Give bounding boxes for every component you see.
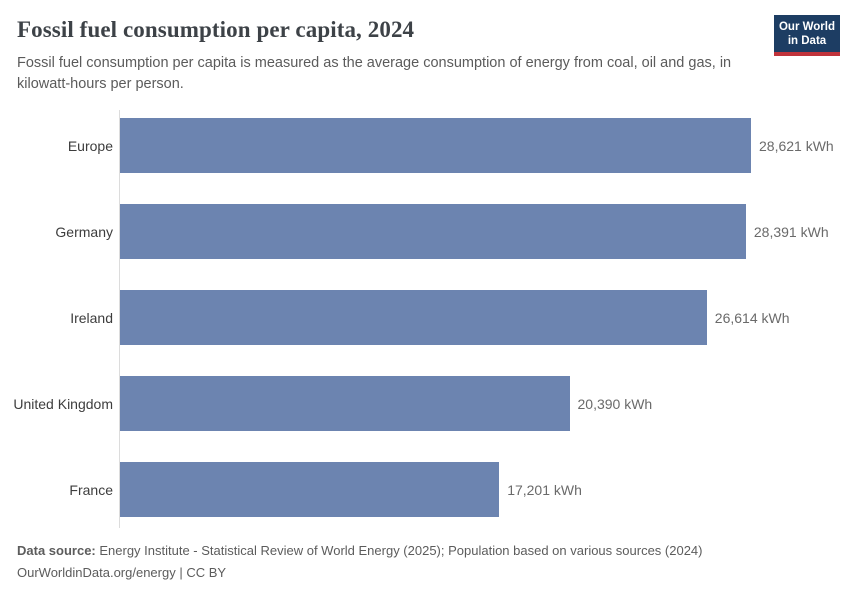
y-axis-line: [119, 109, 120, 528]
value-label-united-kingdom: 20,390 kWh: [577, 395, 653, 412]
chart-row-united-kingdom: United Kingdom 20,390 kWh: [0, 361, 850, 447]
bar-area-europe: 28,621 kWh: [120, 103, 850, 189]
owid-logo-text-line2: in Data: [787, 35, 827, 47]
bar-area-ireland: 26,614 kWh: [120, 275, 850, 361]
category-label-france: France: [69, 481, 113, 498]
value-label-france: 17,201 kWh: [507, 481, 582, 498]
bar-area-germany: 28,391 kWh: [120, 189, 850, 275]
bar-ireland: [120, 290, 707, 346]
bar-france: [120, 462, 500, 518]
owid-logo[interactable]: Our World in Data: [774, 15, 840, 56]
chart-row-ireland: Ireland 26,614 kWh: [0, 275, 850, 361]
value-label-europe: 28,621 kWh: [759, 137, 834, 154]
value-label-ireland: 26,614 kWh: [714, 309, 790, 326]
chart-row-france: France 17,201 kWh: [0, 447, 850, 533]
chart-footer: Data source: Energy Institute - Statisti…: [0, 542, 850, 584]
category-label-ireland: Ireland: [70, 309, 113, 326]
data-source-label: Data source:: [17, 542, 96, 558]
bar-area-france: 17,201 kWh: [120, 447, 850, 533]
data-source-text: Energy Institute - Statistical Review of…: [95, 542, 703, 558]
chart-row-germany: Germany 28,391 kWh: [0, 189, 850, 275]
bar-europe: [120, 118, 751, 174]
category-label-europe: Europe: [67, 137, 113, 154]
bar-chart: Europe 28,621 kWh Germany 28,391 kWh Ireland…: [0, 103, 850, 533]
category-label-united-kingdom: United Kingdom: [13, 395, 113, 412]
bar-germany: [120, 204, 746, 260]
chart-rows: Europe 28,621 kWh Germany 28,391 kWh Ireland…: [0, 103, 850, 533]
chart-subtitle: Fossil fuel consumption per capita is me…: [17, 54, 732, 92]
owid-logo-text-line1: Our World: [778, 21, 835, 33]
chart-header: Fossil fuel consumption per capita, 2024…: [0, 0, 850, 95]
category-label-germany: Germany: [55, 223, 113, 240]
data-source-line: Data source: Energy Institute - Statisti…: [17, 542, 850, 561]
value-label-germany: 28,391 kWh: [753, 223, 829, 240]
owid-url-license[interactable]: OurWorldinData.org/energy | CC BY: [17, 565, 227, 581]
bar-area-united-kingdom: 20,390 kWh: [120, 361, 850, 447]
bar-united-kingdom: [120, 376, 570, 432]
chart-row-europe: Europe 28,621 kWh: [0, 103, 850, 189]
chart-title: Fossil fuel consumption per capita, 2024: [17, 17, 415, 42]
